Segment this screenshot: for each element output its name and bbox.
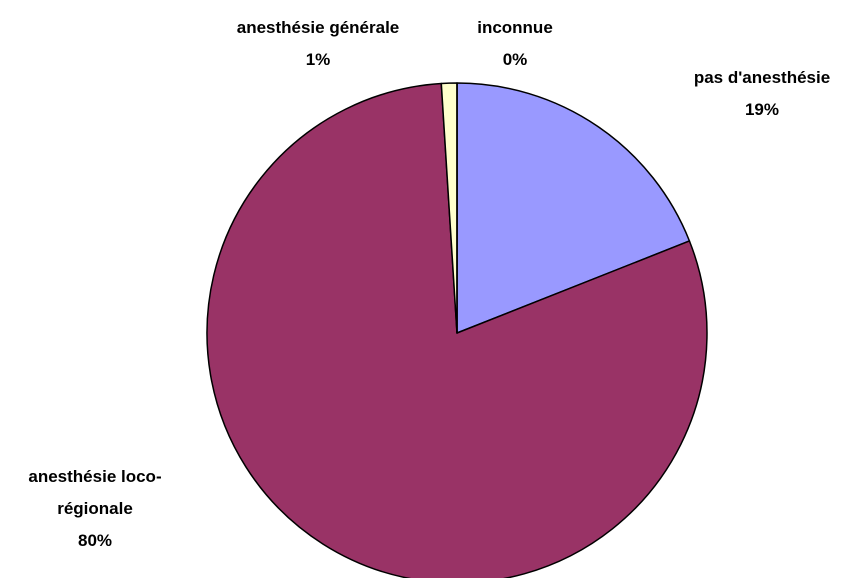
pie-slice bbox=[456, 82, 691, 334]
value-label: 19% bbox=[744, 100, 780, 119]
category-name: anesthésie loco-régionale bbox=[28, 467, 162, 518]
value-label: 80% bbox=[77, 531, 113, 550]
category-name: anesthésie générale bbox=[236, 18, 400, 37]
value-label: 0% bbox=[502, 50, 528, 69]
slice-label: pas d'anesthésie 19% bbox=[694, 62, 830, 126]
slice-label: anesthésie loco-régionale 80% bbox=[0, 461, 190, 557]
category-name: inconnue bbox=[477, 18, 553, 37]
value-label: 1% bbox=[305, 50, 331, 69]
category-name: pas d'anesthésie bbox=[693, 68, 831, 87]
slice-label: inconnue 0% bbox=[477, 12, 553, 76]
pie-slice bbox=[206, 82, 708, 578]
slice-label: anesthésie générale 1% bbox=[237, 12, 400, 76]
